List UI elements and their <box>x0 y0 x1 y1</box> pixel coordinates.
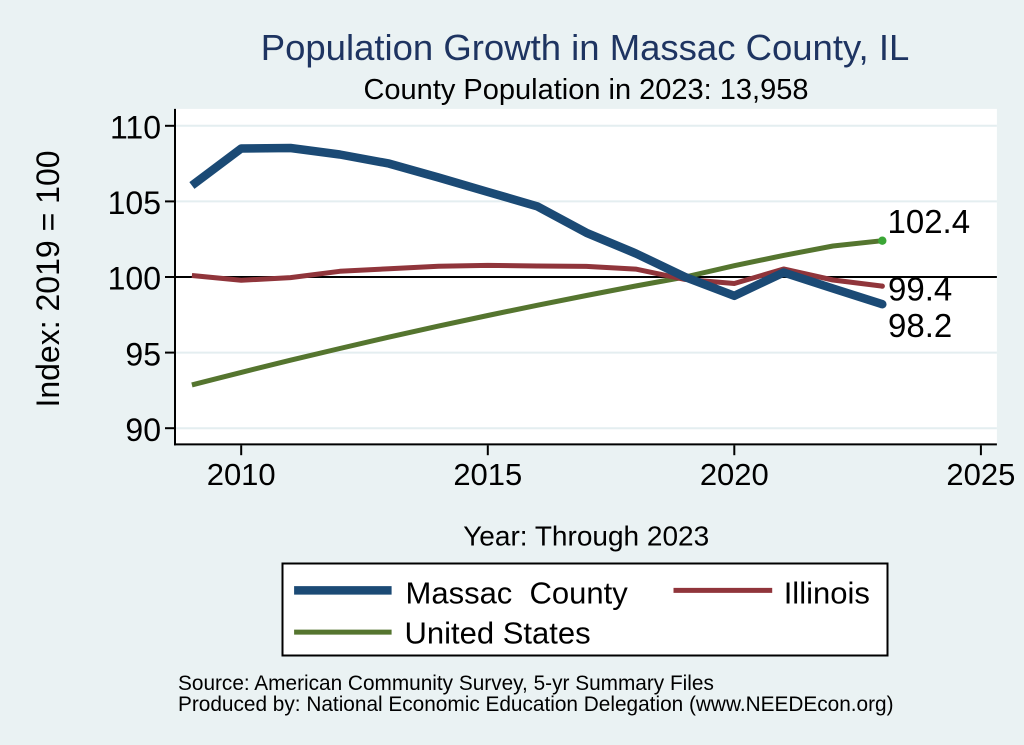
svg-text:2015: 2015 <box>453 457 522 492</box>
svg-text:Massac County: Massac County <box>406 575 629 610</box>
svg-text:Produced by: National Economic: Produced by: National Economic Education… <box>178 693 894 716</box>
svg-text:United States: United States <box>405 615 591 650</box>
svg-text:Year: Through 2023: Year: Through 2023 <box>463 520 709 551</box>
svg-text:105: 105 <box>108 185 161 221</box>
svg-text:Index: 2019 = 100: Index: 2019 = 100 <box>30 150 66 407</box>
svg-text:2025: 2025 <box>946 457 1015 492</box>
svg-text:100: 100 <box>108 261 161 297</box>
svg-text:90: 90 <box>125 412 161 448</box>
svg-text:110: 110 <box>110 110 161 146</box>
svg-text:County Population in 2023: 13,: County Population in 2023: 13,958 <box>363 74 808 106</box>
svg-text:Population Growth in Massac Co: Population Growth in Massac County, IL <box>261 27 910 68</box>
svg-text:2010: 2010 <box>207 457 276 492</box>
svg-text:99.4: 99.4 <box>888 271 952 308</box>
svg-text:Source: American Community Sur: Source: American Community Survey, 5-yr … <box>178 672 714 695</box>
svg-text:2020: 2020 <box>700 457 769 492</box>
svg-text:98.2: 98.2 <box>888 307 952 344</box>
svg-text:95: 95 <box>125 336 161 372</box>
svg-text:102.4: 102.4 <box>888 203 971 240</box>
svg-text:Illinois: Illinois <box>784 575 870 610</box>
